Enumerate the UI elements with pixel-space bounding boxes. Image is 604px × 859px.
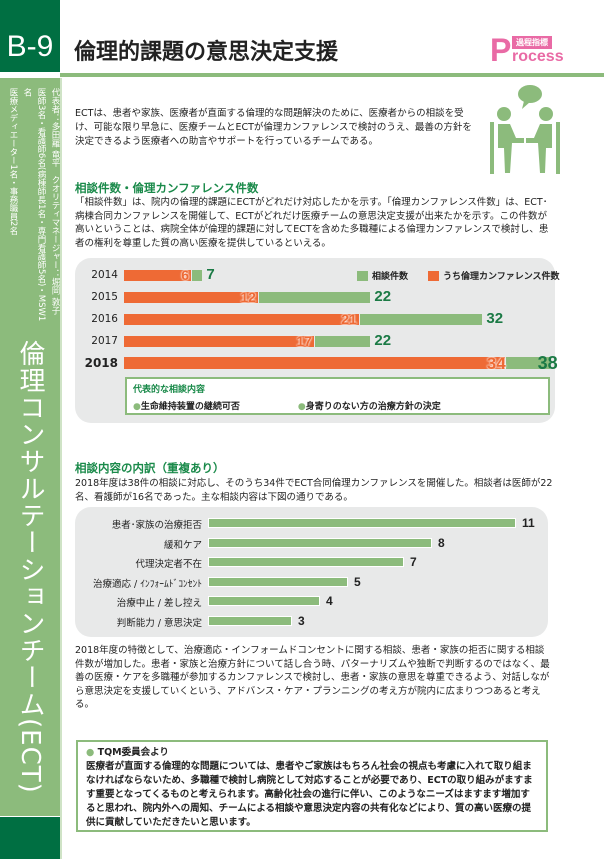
section2-text: 2018年度は38件の相談に対応し、そのうち34件でECT合同倫理カンファレンス…	[75, 478, 553, 503]
value-label-consultations: 7	[206, 266, 215, 283]
sidebar-divider	[60, 78, 62, 859]
bar-topic	[208, 615, 292, 626]
category-label: 代理決定者不在	[135, 559, 202, 570]
representative-topics: 代表的な相談内容 ●生命維持装置の継続可否 ●身寄りのない方の治療方針の決定	[125, 377, 550, 415]
sidebar-footer	[0, 817, 60, 859]
bar-consultations	[315, 336, 371, 347]
bar-conferences	[124, 314, 360, 325]
value-label-consultations: 22	[374, 332, 392, 349]
page-title: 倫理的課題の意思決定支援	[74, 40, 339, 65]
bar-topic	[208, 537, 432, 548]
legend-swatch	[357, 270, 368, 281]
bar-consultations	[192, 270, 203, 281]
bar-consultations	[360, 314, 483, 325]
bar-topic	[208, 576, 348, 587]
value-label: 11	[522, 516, 535, 530]
value-label: 3	[298, 613, 305, 628]
section1-heading: 相談件数・倫理カンファレンス件数	[75, 181, 259, 195]
section1-text: 「相談件数」は、院内の倫理的課題にECTがどれだけ対応したかを示す。「倫理カンフ…	[75, 197, 549, 249]
value-label: 8	[438, 535, 445, 550]
year-label: 2017	[91, 335, 118, 347]
bar-topic	[208, 557, 404, 567]
year-label: 2015	[91, 291, 118, 303]
section-code-badge: B-9	[0, 0, 60, 72]
value-label-consultations: 32	[486, 310, 504, 327]
value-label-conferences: 6	[181, 267, 189, 283]
legend-conferences: うち倫理カンファレンス件数	[394, 269, 560, 282]
intro-text: ECTは、患者や家族、医療者が直面する倫理的な問題解決のために、医療者からの相談…	[75, 108, 472, 147]
bar-conferences	[124, 292, 259, 303]
analysis-text: 2018年度の特徴として、治療適応・インフォームドコンセントに関する相談、患者・…	[75, 645, 550, 710]
year-label: 2018	[84, 356, 118, 370]
section2-heading: 相談内容の内訳（重複あり）	[75, 461, 225, 475]
category-label: 緩和ケア	[163, 539, 202, 551]
bar-consultations	[259, 292, 371, 303]
year-label: 2016	[91, 313, 118, 325]
value-label: 5	[354, 574, 361, 589]
legend-consultations: 相談件数	[357, 269, 408, 282]
category-label: 治療適応 / ｲﾝﾌｫｰﾑﾄﾞｺﾝｾﾝﾄ	[93, 578, 202, 590]
bar-conferences	[124, 357, 505, 369]
year-label: 2014	[91, 269, 118, 281]
value-label: 7	[410, 555, 417, 569]
bar-topic	[208, 596, 320, 606]
topic-item: ●身寄りのない方の治療方針の決定	[297, 402, 441, 412]
sidebar	[0, 78, 60, 816]
header-divider	[60, 73, 604, 77]
bar-topic	[208, 518, 516, 528]
process-logo: P 過程指標 rocess	[490, 32, 564, 68]
value-label-conferences: 17	[296, 333, 312, 349]
consultation-illustration-icon	[490, 85, 560, 174]
bar-consultations	[505, 357, 550, 369]
tqm-comment-box: ● TQM委員会より 医療者が直面する倫理的な問題については、患者やご家族はもち…	[76, 740, 548, 832]
value-label: 4	[326, 594, 333, 608]
value-label-consultations: 22	[374, 288, 392, 305]
chart2-panel	[75, 507, 548, 637]
value-label-conferences: 12	[240, 289, 256, 305]
value-label-conferences: 34	[486, 354, 506, 373]
bar-conferences	[124, 336, 315, 347]
category-label: 患者･家族の治療拒否	[111, 520, 202, 531]
category-label: 判断能力 / 意思決定	[116, 617, 202, 629]
team-name: 倫理コンサルテーションチーム(ECT)	[15, 340, 45, 794]
value-label-conferences: 21	[341, 311, 357, 327]
category-label: 治療中止 / 差し控え	[116, 598, 202, 609]
legend-swatch	[428, 270, 439, 281]
topic-item: ●生命維持装置の継続可否	[133, 402, 240, 412]
team-staff: 代表者：多田羅 竜平 クオリティマネージャー：堀岡 敦子 医師3名・看護師6名(…	[8, 88, 60, 322]
value-label-consultations: 38	[537, 353, 558, 373]
bar-conferences	[124, 270, 192, 281]
